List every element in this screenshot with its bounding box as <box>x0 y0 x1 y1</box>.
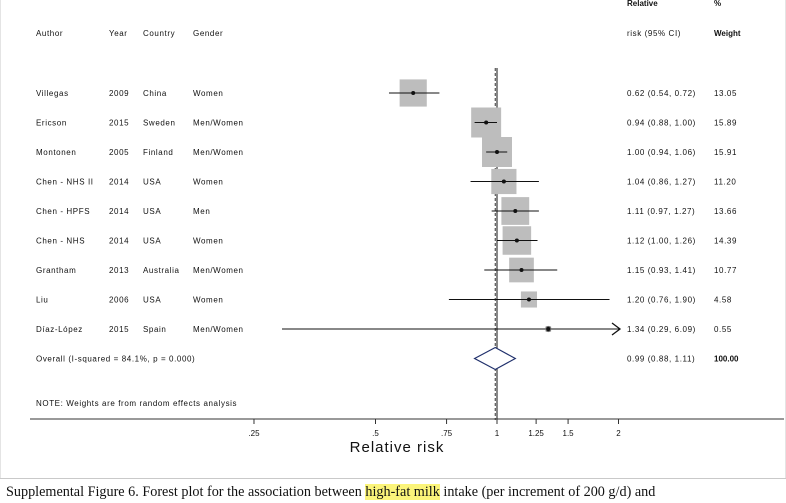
x-tick-label-5: 1.25 <box>528 429 544 438</box>
study-row-8-weight-text: 4.58 <box>714 296 732 305</box>
study-row-1-gender: Women <box>193 89 223 98</box>
study-row-2-year: 2015 <box>109 119 129 128</box>
overall-ci-text: 0.99 (0.88, 1.11) <box>627 355 695 364</box>
study-row-5-gender: Men <box>193 207 210 216</box>
study-row-2-gender: Men/Women <box>193 119 244 128</box>
study-row-8-point-estimate <box>526 297 531 302</box>
x-axis-label: Relative risk <box>350 439 445 456</box>
study-row-9-point-estimate <box>545 325 552 333</box>
study-row-5-ci-text: 1.11 (0.97, 1.27) <box>627 207 695 216</box>
study-row-4-gender: Women <box>193 178 223 187</box>
study-row-8-gender: Women <box>193 296 223 305</box>
study-row-8-country: USA <box>143 296 161 305</box>
study-row-3-year: 2005 <box>109 148 129 157</box>
study-row-9-gender: Men/Women <box>193 325 244 334</box>
study-row-6-author: Chen - NHS <box>36 237 85 246</box>
study-row-1-country: China <box>143 89 167 98</box>
figure-caption: Supplemental Figure 6. Forest plot for t… <box>6 484 786 501</box>
study-row-8-year: 2006 <box>109 296 129 305</box>
study-row-6-country: USA <box>143 237 161 246</box>
header-country: Country <box>143 29 175 38</box>
header-weight-line2: Weight <box>714 29 741 38</box>
study-row-2-ci-text: 0.94 (0.88, 1.00) <box>627 119 696 128</box>
study-row-9-year: 2015 <box>109 325 129 334</box>
study-row-4-year: 2014 <box>109 178 129 187</box>
study-row-7-point-estimate <box>519 268 524 272</box>
study-row-1-author: Villegas <box>36 89 69 98</box>
study-row-7-weight-text: 10.77 <box>714 266 737 275</box>
study-row-1-year: 2009 <box>109 89 129 98</box>
study-row-9-author: Díaz-López <box>36 325 83 334</box>
study-row-6-weight-text: 14.39 <box>714 237 737 246</box>
study-row-1-weight-text: 13.05 <box>714 89 737 98</box>
study-row-7-author: Grantham <box>36 266 76 275</box>
x-tick-label-2: .5 <box>372 429 379 438</box>
study-row-8-author: Liu <box>36 296 48 305</box>
study-row-7-gender: Men/Women <box>193 266 244 275</box>
study-row-4-author: Chen - NHS II <box>36 178 94 187</box>
study-row-9-weight-text: 0.55 <box>714 325 732 334</box>
study-row-9-country: Spain <box>143 325 166 334</box>
weights-note: NOTE: Weights are from random effects an… <box>36 399 237 408</box>
study-row-1-ci-text: 0.62 (0.54, 0.72) <box>627 89 696 98</box>
study-row-4-country: USA <box>143 178 161 187</box>
study-row-9-ci-text: 1.34 (0.29, 6.09) <box>627 325 696 334</box>
study-row-3-country: Finland <box>143 148 173 157</box>
study-row-7-year: 2013 <box>109 266 129 275</box>
study-row-9-ci-arrow <box>611 322 622 336</box>
overall-weight-text: 100.00 <box>714 355 739 364</box>
x-tick-label-1: .25 <box>248 429 260 438</box>
header-gender: Gender <box>193 29 223 38</box>
study-row-3-gender: Men/Women <box>193 148 244 157</box>
study-row-6-point-estimate <box>514 238 519 243</box>
x-tick-label-3: .75 <box>441 429 453 438</box>
study-row-3-ci-text: 1.00 (0.94, 1.06) <box>627 148 696 157</box>
header-rr-line1: Relative <box>627 0 658 8</box>
study-row-4-ci-text: 1.04 (0.86, 1.27) <box>627 178 696 187</box>
panel-left-border <box>0 0 1 478</box>
x-tick-label-4: 1 <box>495 429 500 438</box>
study-row-5-weight-text: 13.66 <box>714 207 737 216</box>
header-weight-line1: % <box>714 0 721 8</box>
study-row-3-weight-text: 15.91 <box>714 148 737 157</box>
study-row-7-ci-text: 1.15 (0.93, 1.41) <box>627 266 696 275</box>
study-row-5-point-estimate <box>513 209 518 213</box>
study-row-5-country: USA <box>143 207 161 216</box>
study-row-5-year: 2014 <box>109 207 129 216</box>
header-rr-line2: risk (95% CI) <box>627 29 681 38</box>
study-row-1-point-estimate <box>411 91 416 95</box>
caption-highlight: high-fat milk <box>365 484 440 500</box>
header-year: Year <box>109 29 128 38</box>
forest-plot-panel: Author Year Country Gender Relative risk… <box>0 0 786 479</box>
overall-label: Overall (I-squared = 84.1%, p = 0.000) <box>36 355 195 364</box>
forest-plot-svg: Author Year Country Gender Relative risk… <box>30 0 784 456</box>
study-row-6-year: 2014 <box>109 237 129 246</box>
study-row-2-point-estimate <box>484 120 489 125</box>
caption-text-before: Supplemental Figure 6. Forest plot for t… <box>6 484 366 500</box>
x-tick-label-6: 1.5 <box>563 429 575 438</box>
study-row-4-weight-text: 11.20 <box>714 178 736 187</box>
study-row-2-weight-text: 15.89 <box>714 119 737 128</box>
study-row-8-ci-text: 1.20 (0.76, 1.90) <box>627 296 696 305</box>
x-tick-label-7: 2 <box>616 429 621 438</box>
study-row-6-ci-text: 1.12 (1.00, 1.26) <box>627 237 696 246</box>
study-row-3-author: Montonen <box>36 148 76 157</box>
study-row-3-point-estimate <box>495 150 499 154</box>
study-row-7-country: Australia <box>143 266 180 275</box>
study-row-5-author: Chen - HPFS <box>36 207 90 216</box>
header-author: Author <box>36 29 63 38</box>
study-row-2-country: Sweden <box>143 119 176 128</box>
study-row-2-author: Ericson <box>36 119 67 128</box>
overall-diamond <box>473 346 517 371</box>
study-row-4-point-estimate <box>501 179 506 184</box>
caption-text-after: intake (per increment of 200 g/d) and <box>439 484 656 500</box>
study-row-6-gender: Women <box>193 237 223 246</box>
